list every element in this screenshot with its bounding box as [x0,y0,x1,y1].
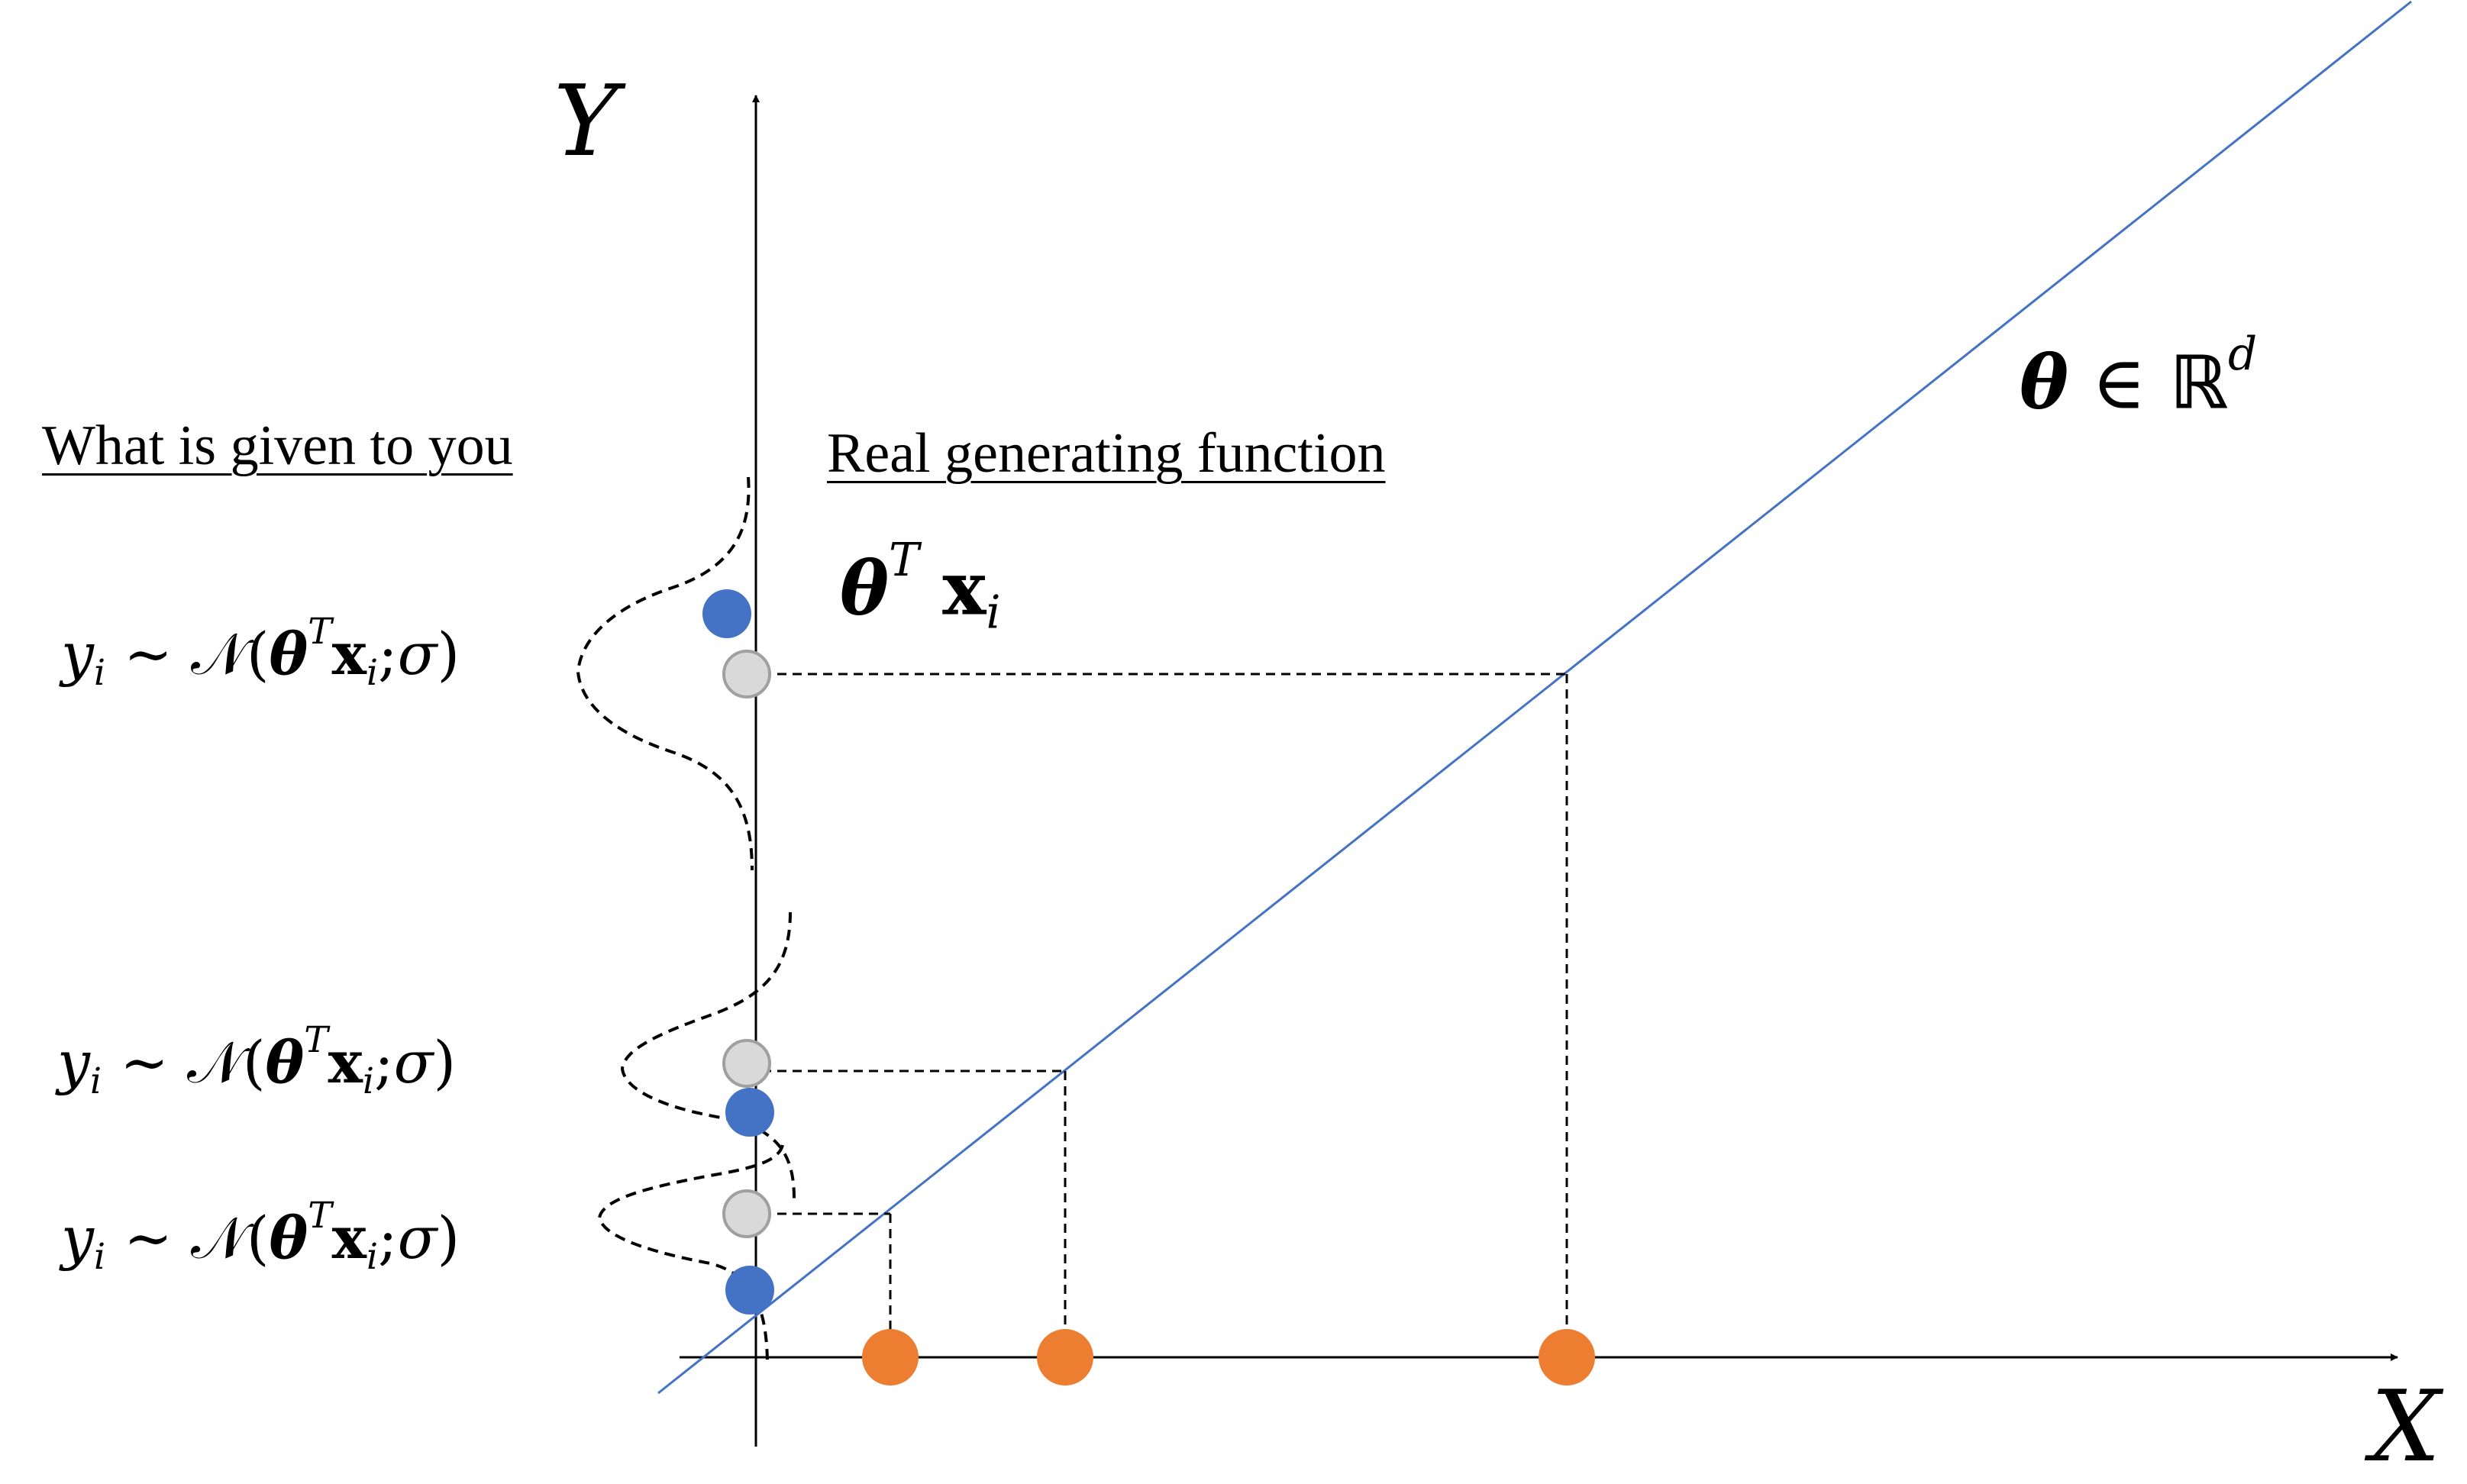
noise-model-label-3: yi ∼ 𝒩(θTxi;σ) [61,1195,460,1278]
theta-symbol: θ [269,1204,308,1273]
x-vector-symbol: x [331,1204,366,1273]
index-symbol: i [366,652,379,695]
expected-points [722,650,771,1238]
gaussian-curve-1 [576,476,754,871]
index-symbol: i [366,1236,379,1279]
noise-model-label-1: yi ∼ 𝒩(θTxi;σ) [61,611,460,694]
expected-point-2 [722,1039,771,1088]
y-symbol: y [61,620,94,689]
open-paren: ( [246,620,270,689]
distributed-as-symbol: ∼ [124,1204,173,1273]
semicolon: ; [378,620,398,689]
sigma-symbol: σ [397,620,438,689]
x-vector-symbol: x [942,545,986,632]
noise-model-label-2: yi ∼ 𝒩(θTxi;σ) [57,1019,456,1102]
index-symbol: i [89,1060,102,1103]
index-symbol: i [362,1060,375,1103]
expected-point-3 [722,1189,771,1238]
real-heading: Real generating function [827,422,1386,485]
semicolon: ; [374,1028,394,1097]
y-symbol: y [57,1028,90,1097]
given-heading: What is given to you [42,415,513,477]
x-vector-symbol: x [331,620,366,689]
x-axis-label: X [2371,1370,2441,1484]
theta-symbol: θ [840,545,890,632]
projection-lines [747,673,1568,1357]
close-paren: ) [433,1028,457,1097]
x-vector-symbol: x [328,1028,363,1097]
input-points [862,1329,1595,1386]
observed-point-1 [702,589,751,638]
theta-symbol: θ [269,620,308,689]
regression-line [657,0,2412,1395]
distributed-as-symbol: ∼ [120,1028,169,1097]
transpose-symbol: T [889,534,919,587]
observed-point-3 [725,1266,774,1315]
distributed-as-symbol: ∼ [124,620,173,689]
theta-symbol: θ [265,1028,305,1097]
index-symbol: i [93,1236,106,1279]
observed-points [702,589,774,1315]
open-paren: ( [242,1028,266,1097]
input-point-3 [1539,1329,1595,1386]
expected-point-1 [722,650,771,698]
normal-symbol: 𝒩 [191,620,247,689]
semicolon: ; [378,1204,398,1273]
normal-symbol: 𝒩 [187,1028,243,1097]
theta-transpose-x-label: θT xi [840,534,1001,639]
transpose-symbol: T [304,1019,328,1061]
y-symbol: y [61,1204,94,1273]
input-point-1 [862,1329,919,1386]
sigma-symbol: σ [393,1028,434,1097]
element-of-symbol: ∈ [2091,340,2146,426]
close-paren: ) [437,620,460,689]
index-symbol: i [93,652,106,695]
sigma-symbol: σ [397,1204,438,1273]
normal-symbol: 𝒩 [191,1204,247,1273]
theta-in-reals-label: θ ∈ ℝd [2020,328,2257,426]
reals-symbol: ℝ [2169,340,2229,426]
dimension-symbol: d [2228,328,2258,381]
input-point-2 [1037,1329,1093,1386]
transpose-symbol: T [308,1195,332,1237]
index-symbol: i [986,586,1001,640]
y-axis-label: Y [554,65,618,179]
close-paren: ) [437,1204,460,1273]
observed-point-2 [725,1088,774,1137]
transpose-symbol: T [308,611,332,653]
gaussian-curve-2 [620,911,796,1199]
theta-symbol: θ [2020,339,2069,426]
open-paren: ( [246,1204,270,1273]
